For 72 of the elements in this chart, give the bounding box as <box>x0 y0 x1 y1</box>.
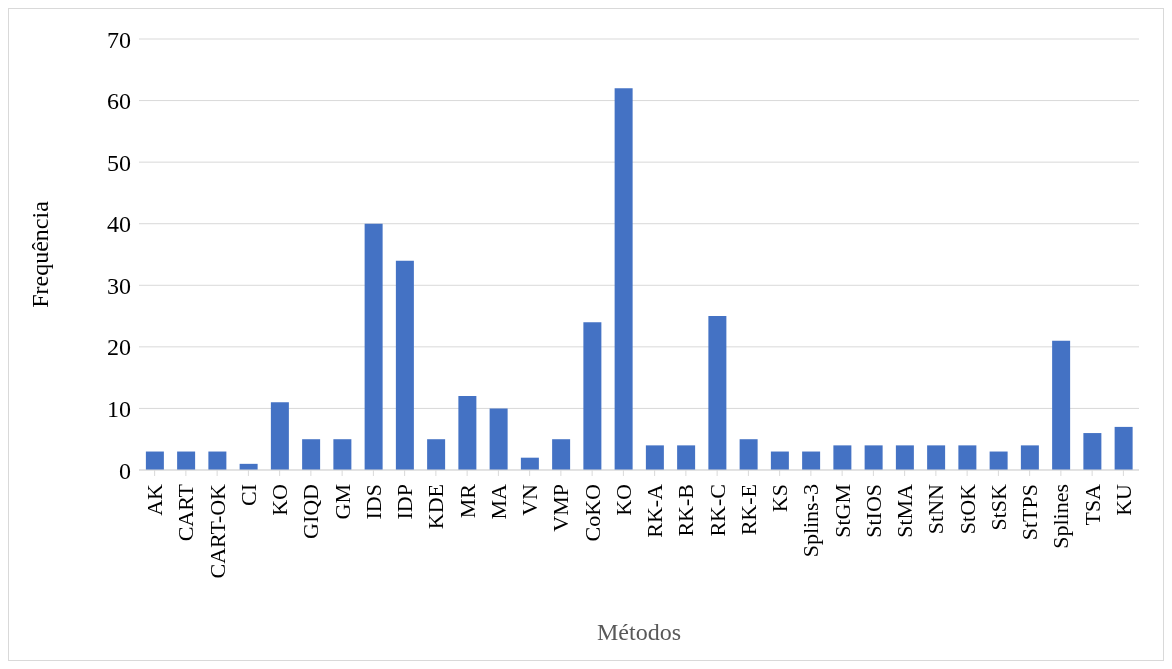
bar <box>552 439 571 470</box>
bar <box>614 88 633 470</box>
x-tick-label: IDS <box>360 484 386 520</box>
bar <box>458 396 477 470</box>
y-tick-label: 0 <box>119 457 131 484</box>
y-tick-label: 20 <box>107 334 131 361</box>
bar <box>989 451 1008 470</box>
bar <box>739 439 758 470</box>
x-tick-label: StGM <box>829 484 855 538</box>
bar <box>1083 433 1102 470</box>
x-tick-label: KS <box>767 484 793 513</box>
bar <box>333 439 352 470</box>
y-axis-title: Frequência <box>26 200 53 308</box>
bar <box>145 451 164 470</box>
y-tick-label: 60 <box>107 88 131 115</box>
bar <box>270 402 289 470</box>
bar <box>208 451 227 470</box>
bar <box>302 439 321 470</box>
x-tick-label: GM <box>329 484 355 520</box>
bar <box>927 445 946 470</box>
x-tick-label: RK-C <box>704 484 730 537</box>
y-tick-label: 70 <box>107 26 131 53</box>
bar <box>708 316 727 470</box>
bar <box>645 445 664 470</box>
x-tick-label: CI <box>235 484 261 506</box>
x-tick-label: KO <box>610 484 636 516</box>
x-tick-label: StMA <box>892 483 918 538</box>
x-tick-label: RK-E <box>735 484 761 536</box>
bar <box>864 445 883 470</box>
bar <box>177 451 196 470</box>
x-tick-label: CART <box>173 483 199 542</box>
bar <box>1052 340 1071 470</box>
bar <box>770 451 789 470</box>
bar <box>958 445 977 470</box>
bar <box>395 260 414 470</box>
bar <box>583 322 602 470</box>
x-tick-label: StIOS <box>860 484 886 538</box>
x-tick-label: RK-A <box>642 483 668 538</box>
x-tick-label: VN <box>517 483 543 516</box>
x-tick-label: StTPS <box>1017 484 1043 541</box>
x-tick-label: TSA <box>1079 483 1105 526</box>
bar <box>802 451 821 470</box>
x-tick-label: KO <box>267 484 293 516</box>
x-tick-label: AK <box>142 483 168 516</box>
bar <box>427 439 446 470</box>
y-tick-label: 30 <box>107 272 131 299</box>
bar <box>833 445 852 470</box>
x-tick-label: Splins-3 <box>798 484 824 558</box>
x-tick-label: StSK <box>985 483 1011 531</box>
x-tick-label: RK-B <box>673 484 699 537</box>
x-axis-title: Métodos <box>597 619 681 645</box>
x-tick-label: GIQD <box>298 484 324 539</box>
bar <box>1020 445 1039 470</box>
x-tick-label: MR <box>454 483 480 519</box>
x-tick-label: CoKO <box>579 484 605 542</box>
x-tick-label: IDP <box>392 484 418 520</box>
bar <box>677 445 696 470</box>
x-tick-label: CART-OK <box>204 483 230 579</box>
bar <box>364 223 383 470</box>
y-tick-label: 40 <box>107 211 131 238</box>
y-tick-label: 10 <box>107 395 131 422</box>
x-tick-label: MA <box>485 483 511 520</box>
x-tick-label: StNN <box>923 483 949 535</box>
x-tick-label: VMP <box>548 484 574 532</box>
x-tick-label: Splines <box>1048 484 1074 549</box>
y-tick-label: 50 <box>107 149 131 176</box>
bar <box>489 408 508 470</box>
bar <box>1114 426 1133 470</box>
x-tick-label: KDE <box>423 484 449 530</box>
bar <box>895 445 914 470</box>
x-tick-label: KU <box>1110 483 1136 516</box>
x-tick-label: StOK <box>954 483 980 535</box>
